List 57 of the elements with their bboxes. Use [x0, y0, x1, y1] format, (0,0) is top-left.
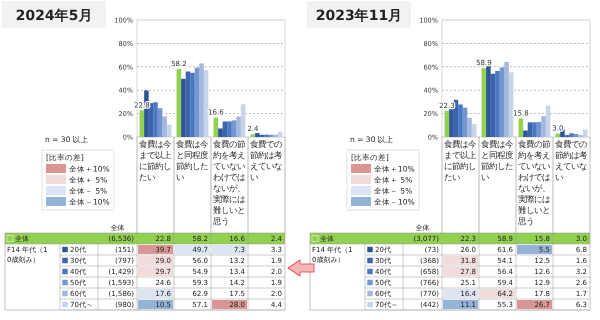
bar [227, 121, 232, 137]
x-tick-label: 食費は今まで以上に節約したい [444, 139, 476, 182]
x-tick-label: 食費は今と同程度節約したい [176, 139, 208, 182]
bar [472, 124, 476, 137]
x-tick-label: 食費の節約を考えていないわけではないが、実際には難しいと思う [517, 139, 550, 226]
bar [222, 122, 228, 137]
bar [158, 108, 162, 137]
bar [546, 106, 550, 137]
bar [153, 102, 158, 137]
bar [574, 134, 578, 137]
bar [504, 62, 509, 137]
bar [532, 122, 537, 137]
bar [495, 71, 500, 137]
bar [199, 63, 204, 137]
bar [140, 110, 144, 137]
x-tick-label: 食費は今と同程度節約したい [481, 139, 513, 182]
bar [528, 122, 532, 137]
bar [250, 134, 256, 137]
bar [523, 130, 528, 137]
bar [458, 104, 463, 137]
bar [214, 118, 218, 137]
bar [278, 132, 282, 137]
bar [148, 103, 154, 137]
chart-title: 2024年5月 [16, 8, 92, 24]
bar [454, 100, 458, 137]
bar [582, 130, 588, 137]
bar [190, 72, 195, 137]
bar [186, 71, 190, 137]
bar [236, 116, 241, 137]
x-tick-label: 食費の節約を考えていないわけではないが、実際には難しいと思う [212, 139, 245, 226]
x-tick-label: 食費は今まで以上に節約したい [139, 139, 171, 182]
bar [467, 118, 472, 137]
bar [541, 116, 546, 137]
bar [500, 68, 504, 137]
bar [204, 70, 208, 137]
bar [162, 116, 167, 137]
bar [255, 133, 260, 137]
bar [194, 68, 200, 137]
bar [444, 110, 450, 137]
bar [556, 133, 560, 137]
bar [240, 104, 246, 137]
bar [181, 78, 186, 137]
bar [569, 133, 574, 137]
bar [486, 64, 491, 137]
bar [176, 68, 182, 137]
bar [232, 120, 236, 137]
bar [218, 128, 223, 137]
bar [518, 118, 524, 137]
bar [536, 122, 542, 137]
x-tick-label: 食費での節約は考えていない [250, 139, 282, 182]
bar [490, 74, 496, 137]
x-tick-label: 食費での節約は考えていない [555, 139, 587, 182]
bar [166, 124, 172, 137]
bar [508, 72, 514, 137]
bar [462, 108, 468, 137]
bar [482, 68, 486, 137]
chart-title: 2023年11月 [316, 8, 402, 24]
